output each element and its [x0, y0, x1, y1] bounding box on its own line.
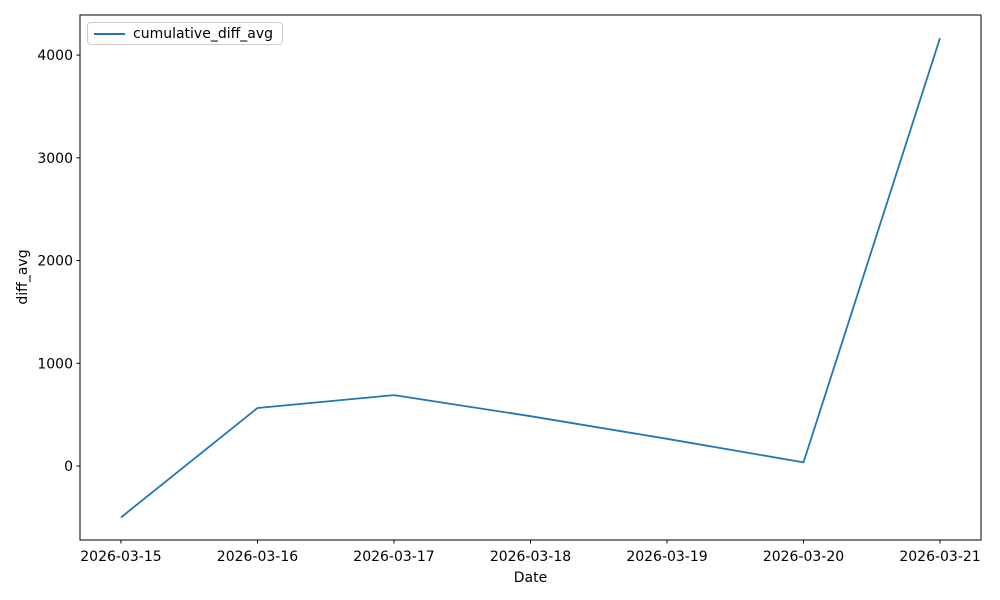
x-axis-ticks: 2026-03-15 2026-03-16 2026-03-17 2026-03-18… [80, 540, 981, 565]
x-tick-label: 2026-03-19 [626, 549, 707, 565]
x-tick-label: 2026-03-21 [899, 549, 980, 565]
x-tick-label: 2026-03-15 [80, 549, 161, 565]
series-line [120, 37, 941, 519]
y-tick-label: 3000 [37, 151, 73, 167]
legend-label: cumulative_diff_avg [133, 25, 273, 42]
plot-area [79, 14, 982, 541]
x-axis-label: Date [513, 570, 548, 586]
x-tick-label: 2026-03-17 [353, 549, 434, 565]
y-tick-label: 1000 [37, 356, 73, 372]
y-tick-label: 4000 [37, 48, 73, 64]
y-axis-label: diff_avg [15, 249, 31, 305]
y-tick-label: 0 [64, 459, 73, 475]
x-tick-label: 2026-03-18 [490, 549, 571, 565]
x-tick-label: 2026-03-16 [217, 549, 298, 565]
legend-line-sample [94, 32, 125, 35]
y-tick-label: 2000 [37, 254, 73, 270]
y-axis-ticks: 0 1000 2000 3000 4000 [37, 48, 80, 475]
legend: cumulative_diff_avg [87, 22, 283, 45]
x-tick-label: 2026-03-20 [763, 549, 844, 565]
